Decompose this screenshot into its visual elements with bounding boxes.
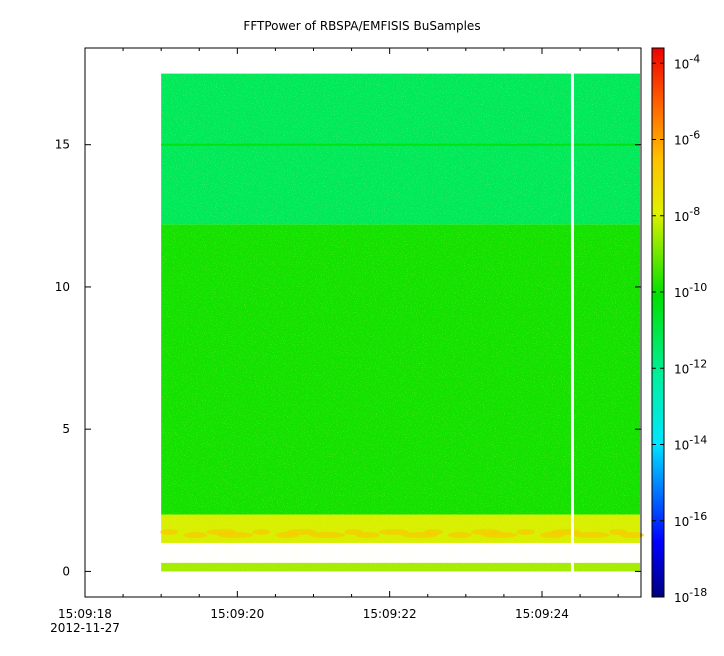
- colorbar-tick-exponent: -18: [689, 586, 707, 599]
- band-hotspot: [286, 528, 317, 535]
- x-date-label: 2012-11-27: [50, 621, 120, 635]
- colorbar-tick-base: 10: [674, 57, 689, 71]
- axes: 0 5 10 15 15:09:18 15:09:20 15:09:22 15:09:24 20…: [50, 47, 642, 635]
- x-tick-label: 15:09:22: [363, 607, 417, 621]
- y-tick-label: 10: [55, 280, 70, 294]
- colorbar-tick-exponent: -14: [689, 434, 707, 447]
- band-hotspot: [160, 528, 179, 535]
- colorbar-bar: [651, 47, 665, 598]
- colorbar-tick-base: 10: [674, 591, 689, 605]
- band-hotspot: [424, 528, 443, 535]
- x-tick-label: 15:09:20: [210, 607, 264, 621]
- band-hotspot: [378, 528, 409, 535]
- colorbar-tick-label: 10-6: [674, 129, 700, 148]
- band-hotspot: [217, 531, 254, 538]
- band-hotspot: [481, 531, 518, 538]
- colorbar-tick-base: 10: [674, 286, 689, 300]
- band-hotspot: [252, 528, 271, 535]
- colorbar-tick-label: 10-14: [674, 434, 707, 453]
- colorbar-tick-exponent: -16: [689, 510, 707, 523]
- band-hotspot: [309, 531, 346, 538]
- band-hotspot: [355, 531, 380, 538]
- colorbar-tick-base: 10: [674, 439, 689, 453]
- colorbar-tick-label: 10-10: [674, 281, 707, 300]
- colorbar-tick-label: 10-16: [674, 510, 707, 529]
- colorbar-tick-label: 10-12: [674, 357, 707, 376]
- band-hotspot: [620, 531, 644, 538]
- y-tick-label: 0: [62, 564, 70, 578]
- data-gap: [570, 73, 574, 573]
- colorbar-tick-exponent: -4: [689, 52, 700, 65]
- colorbar-tick-base: 10: [674, 134, 689, 148]
- y-tick-label: 5: [62, 422, 70, 436]
- band-hotspot: [516, 528, 535, 535]
- noise-texture: [161, 73, 641, 572]
- plot-frame: [84, 47, 642, 598]
- plot-area: [160, 73, 644, 573]
- colorbar-tick-exponent: -10: [689, 281, 707, 294]
- chart-title: FFTPower of RBSPA/EMFISIS BuSamples: [243, 19, 480, 33]
- colorbar-tick-label: 10-18: [674, 586, 707, 605]
- colorbar-tick-label: 10-4: [674, 52, 700, 71]
- colorbar-tick-exponent: -12: [689, 357, 707, 370]
- band-hotspot: [447, 531, 472, 538]
- y-tick-label: 15: [55, 138, 70, 152]
- colorbar-tick-base: 10: [674, 515, 689, 529]
- colorbar-tick-exponent: -6: [689, 129, 700, 142]
- x-tick-label: 15:09:18: [58, 607, 112, 621]
- colorbar-tick-label: 10-8: [674, 205, 700, 224]
- band-hotspot: [573, 531, 610, 538]
- colorbar-tick-base: 10: [674, 362, 689, 376]
- x-tick-label: 15:09:24: [515, 607, 569, 621]
- colorbar-tick-base: 10: [674, 210, 689, 224]
- colorbar-tick-exponent: -8: [689, 205, 700, 218]
- band-hotspot: [183, 531, 208, 538]
